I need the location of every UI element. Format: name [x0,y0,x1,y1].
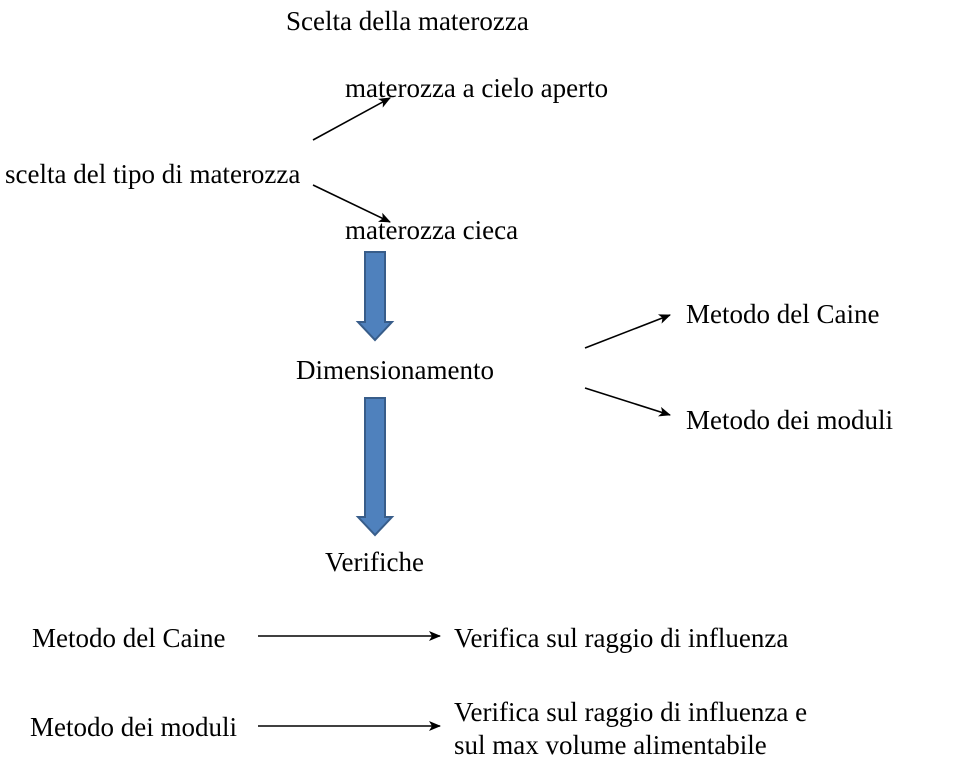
moduli-top-label: Metodo dei moduli [686,405,893,436]
title-label: Scelta della materozza [286,6,529,37]
scelta-label: scelta del tipo di materozza [5,159,300,190]
caine-top-label: Metodo del Caine [686,299,879,330]
moduli-bottom-label: Metodo dei moduli [30,712,237,743]
caine-bottom-label: Metodo del Caine [32,623,225,654]
thin-arrow [313,98,390,140]
block-arrow [358,398,392,535]
verifiche-label: Verifiche [325,547,424,578]
cieca-label: materozza cieca [345,215,518,246]
block-arrows-group [358,252,392,535]
thin-arrow [585,315,670,348]
block-arrow [358,252,392,340]
aperto-label: materozza a cielo aperto [345,73,608,104]
verif-max-label: sul max volume alimentabile [454,730,767,761]
verif-raggio-e-label: Verifica sul raggio di influenza e [454,697,807,728]
thin-arrow [585,388,670,415]
dimensionamento-label: Dimensionamento [296,355,494,386]
verif-raggio-label: Verifica sul raggio di influenza [454,623,788,654]
